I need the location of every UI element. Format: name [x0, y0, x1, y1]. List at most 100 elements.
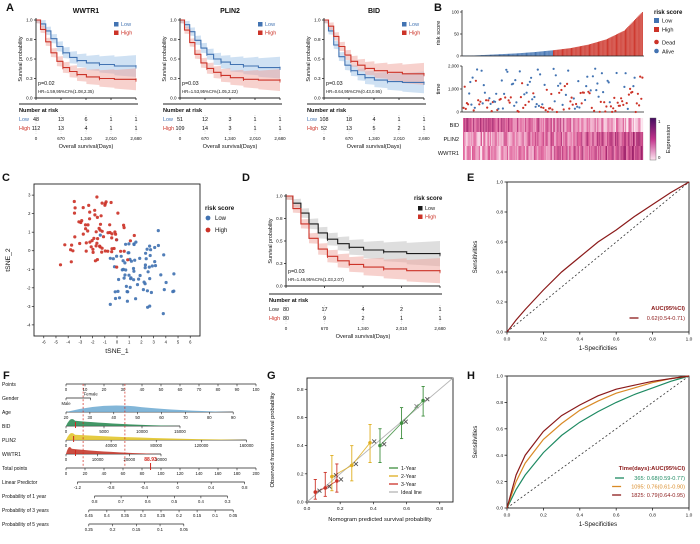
chart-shape: [601, 40, 603, 56]
chart-shape: [563, 146, 565, 160]
p-value: p=0.03: [326, 81, 343, 87]
km-title: WWTR1: [73, 8, 100, 15]
chart-shape: [554, 118, 556, 132]
chart-shape: [524, 52, 526, 56]
chart-shape: [526, 146, 528, 160]
chart-shape: [618, 104, 621, 107]
chart-shape: [479, 55, 481, 56]
chart-shape: [532, 92, 535, 95]
nomogram-row-label: PLIN2: [2, 438, 16, 444]
chart-shape: [513, 146, 515, 160]
km-curve: [324, 19, 425, 84]
x-tick-label: -6: [42, 340, 46, 345]
legend-label: High: [121, 31, 132, 37]
chart-shape: [520, 146, 522, 160]
chart-shape: [500, 118, 502, 132]
chart-shape: [557, 49, 559, 56]
chart-shape: [511, 146, 513, 160]
chart-shape: [491, 146, 493, 160]
chart-shape: [496, 54, 498, 56]
tick-label: 120: [177, 471, 185, 476]
chart-shape: [608, 118, 610, 132]
chart-shape: [573, 47, 575, 56]
chart-shape: [83, 223, 88, 227]
chart-shape: [569, 118, 572, 132]
chart-shape: [568, 107, 571, 110]
chart-shape: [554, 132, 556, 146]
chart-shape: [78, 241, 82, 246]
chart-shape: [631, 22, 633, 56]
x-axis-label: 1-Specificities: [579, 521, 617, 528]
chart-shape: [551, 132, 554, 146]
chart-shape: [378, 443, 382, 448]
x-tick-label: 0.8: [436, 506, 443, 512]
chart-shape: [479, 118, 482, 132]
x-tick-label: 0.6: [613, 513, 620, 519]
chart-shape: [535, 103, 538, 106]
chart-shape: [559, 132, 562, 146]
chart-shape: [619, 146, 621, 160]
x-tick-label: 0: [285, 326, 288, 331]
chart-shape: [589, 132, 591, 146]
chart-shape: [503, 146, 505, 160]
chart-shape: [654, 18, 659, 23]
chart-shape: [566, 118, 568, 132]
chart-shape: [534, 105, 537, 108]
y-tick-label: 0.5: [26, 57, 33, 62]
chart-shape: [145, 289, 149, 293]
chart-shape: [93, 213, 97, 217]
chart-shape: [490, 118, 492, 132]
chart-shape: [121, 259, 125, 263]
chart-shape: [556, 146, 558, 160]
chart-shape: [536, 68, 539, 71]
chart-shape: [539, 146, 541, 160]
chart-shape: [506, 181, 690, 333]
km-curve: [286, 195, 441, 272]
chart-shape: [150, 264, 154, 268]
chart-shape: [603, 132, 605, 146]
chart-shape: [549, 107, 552, 110]
chart-shape: [506, 118, 509, 132]
chart-shape: [557, 132, 559, 146]
chart-shape: [478, 103, 481, 106]
x-tick-label: 2,680: [274, 136, 286, 141]
chart-shape: [156, 229, 160, 233]
chart-shape: [622, 132, 625, 146]
roc-curve: [506, 181, 690, 333]
nomogram-row-label: Probability of 3 years: [2, 508, 49, 514]
chart-shape: [555, 146, 557, 160]
chart-shape: [103, 202, 107, 206]
chart-shape: [612, 36, 614, 56]
tick-label: 20000: [124, 457, 136, 462]
chart-shape: [527, 118, 529, 132]
chart-shape: [474, 79, 477, 82]
chart-shape: [515, 101, 518, 104]
x-tick-label: 2,010: [105, 136, 117, 141]
chart-shape: [551, 118, 554, 132]
chart-shape: [486, 106, 489, 109]
chart-shape: [132, 242, 136, 246]
chart-shape: [131, 266, 136, 271]
chart-shape: [641, 12, 643, 56]
chart-shape: [483, 132, 485, 146]
chart-shape: [512, 118, 514, 132]
chart-shape: [533, 132, 536, 146]
tick-label: 10000: [136, 429, 148, 434]
chart-shape: [637, 132, 639, 146]
chart-shape: [561, 103, 564, 106]
chart-shape: [560, 88, 563, 92]
chart-shape: [629, 132, 631, 146]
chart-shape: [546, 110, 549, 113]
chart-shape: [634, 132, 636, 146]
chart-shape: [494, 100, 497, 103]
chart-shape: [533, 95, 536, 99]
chart-shape: [541, 103, 544, 106]
chart-shape: [629, 24, 631, 56]
chart-shape: [609, 146, 611, 160]
chart-shape: [488, 118, 491, 132]
chart-shape: [567, 132, 569, 146]
y-tick-label: 0.8: [297, 387, 304, 393]
chart-shape: [483, 91, 486, 94]
chart-shape: [553, 118, 555, 132]
chart-shape: [537, 132, 539, 146]
